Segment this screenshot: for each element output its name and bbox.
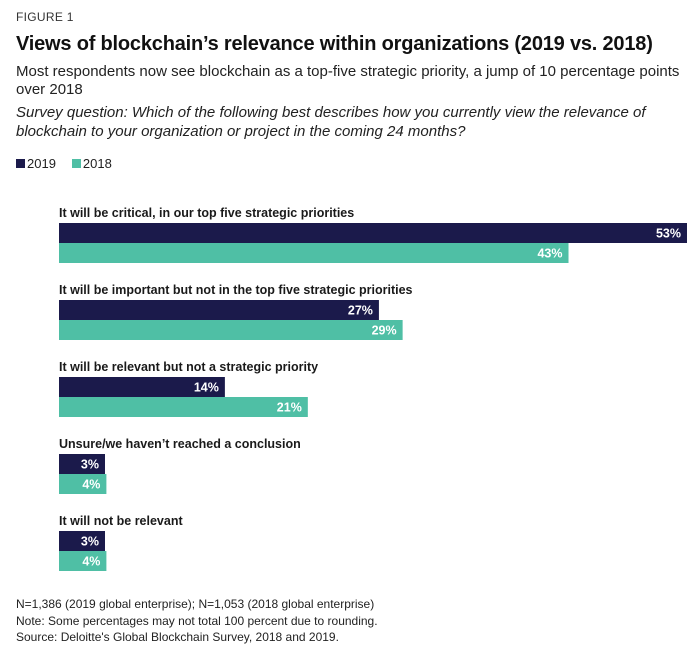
bar-2019-3 bbox=[59, 377, 225, 397]
legend-item-2018: 2018 bbox=[71, 156, 112, 171]
chart-footer: N=1,386 (2019 global enterprise); N=1,05… bbox=[16, 596, 378, 646]
data-label-2018-2: 29% bbox=[372, 324, 397, 338]
chart-title: Views of blockchain’s relevance within o… bbox=[16, 33, 653, 55]
data-label-2019-1: 53% bbox=[656, 227, 681, 241]
footer-note: Note: Some percentages may not total 100… bbox=[16, 613, 378, 628]
category-label-4: Unsure/we haven’t reached a conclusion bbox=[59, 437, 301, 451]
survey-question: Survey question: Which of the following … bbox=[16, 104, 646, 140]
data-label-2019-3: 14% bbox=[194, 381, 219, 395]
bar-2018-1 bbox=[59, 243, 569, 263]
category-label-1: It will be critical, in our top five str… bbox=[59, 206, 354, 220]
footer-sample: N=1,386 (2019 global enterprise); N=1,05… bbox=[16, 597, 375, 611]
legend-swatch-2018 bbox=[71, 159, 81, 168]
footer-source: Source: Deloitte's Global Blockchain Sur… bbox=[16, 630, 339, 644]
data-label-2019-2: 27% bbox=[348, 304, 373, 318]
legend-item-2019: 2019 bbox=[16, 156, 56, 171]
bar-chart: It will be critical, in our top five str… bbox=[59, 206, 687, 571]
bar-2019-5 bbox=[59, 531, 105, 551]
bar-2018-2 bbox=[59, 320, 403, 340]
bar-2018-4 bbox=[59, 474, 107, 494]
bar-2019-4 bbox=[59, 454, 105, 474]
data-label-2018-1: 43% bbox=[537, 247, 562, 261]
data-label-2019-4: 3% bbox=[81, 458, 99, 472]
legend-label-2018: 2018 bbox=[82, 156, 112, 171]
figure-label: FIGURE 1 bbox=[16, 10, 74, 24]
legend: 2019 2018 bbox=[16, 156, 112, 171]
data-label-2019-5: 3% bbox=[81, 535, 99, 549]
category-label-3: It will be relevant but not a strategic … bbox=[59, 360, 318, 374]
data-label-2018-3: 21% bbox=[277, 401, 302, 415]
chart-subtitle: Most respondents now see blockchain as a… bbox=[16, 63, 680, 98]
bar-2019-2 bbox=[59, 300, 379, 320]
bar-2018-5 bbox=[59, 551, 107, 571]
data-label-2018-4: 4% bbox=[82, 478, 100, 492]
data-label-2018-5: 4% bbox=[82, 555, 100, 569]
category-label-2: It will be important but not in the top … bbox=[59, 283, 413, 297]
category-label-5: It will not be relevant bbox=[59, 514, 183, 528]
legend-label-2019: 2019 bbox=[27, 156, 56, 171]
bar-2018-3 bbox=[59, 397, 308, 417]
bar-2019-1 bbox=[59, 223, 687, 243]
legend-swatch-2019 bbox=[16, 159, 25, 168]
